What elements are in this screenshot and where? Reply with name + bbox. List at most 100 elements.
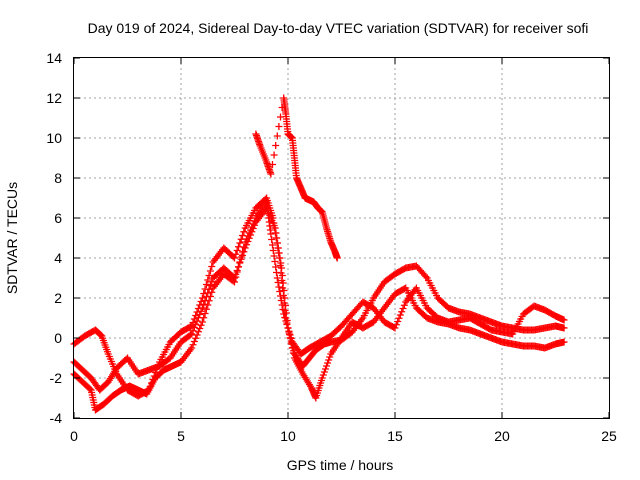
data-point	[235, 263, 243, 271]
data-point	[202, 305, 210, 313]
data-point	[278, 264, 286, 272]
data-point	[399, 305, 407, 312]
data-point	[271, 224, 279, 232]
data-point	[240, 243, 248, 251]
data-point	[281, 314, 289, 321]
data-point	[196, 311, 204, 318]
data-point	[325, 356, 333, 364]
data-point	[277, 259, 285, 267]
y-axis-ticks: -4 -2 0 2 4 6 8 10 12 14	[46, 50, 609, 426]
data-point	[273, 132, 281, 140]
y-tick-label: 8	[54, 170, 62, 186]
data-point	[320, 368, 328, 376]
data-point	[229, 277, 237, 285]
y-tick-label: 10	[46, 130, 62, 146]
data-point	[231, 254, 238, 262]
data-point	[275, 123, 283, 130]
data-point	[233, 268, 241, 276]
data-point	[236, 258, 244, 266]
data-point	[198, 304, 206, 312]
data-point	[268, 241, 276, 249]
data-point	[241, 238, 249, 246]
data-point	[279, 306, 287, 313]
data-point	[268, 236, 276, 243]
data-point	[208, 278, 216, 286]
y-tick-label: 12	[46, 90, 62, 106]
data-point	[198, 318, 206, 326]
data-point	[196, 325, 204, 332]
data-point	[560, 324, 568, 332]
data-point	[272, 269, 280, 276]
data-point	[286, 331, 294, 339]
y-tick-label: -2	[50, 370, 63, 386]
data-point	[280, 310, 288, 318]
x-axis-ticks: 0 5 10 15 20 25	[70, 58, 617, 444]
data-point	[249, 220, 257, 228]
data-point	[96, 331, 104, 338]
data-point	[251, 217, 259, 225]
data-point	[267, 170, 275, 178]
data-point	[193, 331, 201, 339]
data-point	[560, 338, 568, 346]
data-point	[275, 249, 283, 257]
data-point	[186, 323, 194, 331]
data-point	[193, 317, 201, 325]
data-point	[272, 263, 280, 271]
y-tick-label: 2	[54, 290, 62, 306]
data-point	[188, 344, 196, 352]
data-point	[189, 327, 197, 335]
data-point	[277, 292, 285, 300]
data-point	[206, 267, 214, 275]
data-point	[268, 161, 276, 168]
x-tick-label: 20	[494, 428, 510, 444]
data-point	[274, 244, 282, 252]
data-point	[97, 331, 105, 339]
x-tick-label: 10	[280, 428, 296, 444]
y-tick-label: 6	[54, 210, 62, 226]
data-point	[394, 318, 402, 325]
data-point	[236, 239, 244, 247]
data-point	[241, 244, 249, 252]
data-point	[276, 288, 284, 295]
data-point	[202, 281, 210, 288]
data-point	[243, 235, 251, 243]
data-point	[319, 371, 327, 379]
data-point	[284, 324, 292, 332]
data-point	[275, 283, 283, 291]
data-point	[318, 374, 326, 382]
data-point	[208, 288, 216, 296]
data-point	[267, 230, 275, 238]
data-point	[190, 338, 198, 345]
data-point	[204, 276, 212, 284]
data-point	[282, 317, 290, 325]
data-point	[194, 328, 202, 336]
y-tick-label: 0	[54, 330, 62, 346]
data-point	[391, 324, 399, 332]
data-point	[326, 353, 334, 361]
data-point	[272, 229, 280, 237]
data-point	[270, 252, 278, 260]
data-point	[204, 301, 212, 309]
data-point	[200, 300, 208, 308]
data-point	[333, 254, 341, 262]
data-point	[233, 247, 241, 254]
plot-frame	[73, 57, 610, 419]
data-point	[247, 226, 255, 234]
chart-title: Day 019 of 2024, Sidereal Day-to-day VTE…	[88, 20, 589, 36]
data-point	[245, 229, 253, 237]
y-tick-label: -4	[50, 410, 63, 426]
data-point	[270, 151, 278, 159]
data-point	[277, 297, 285, 304]
data-point	[396, 311, 404, 319]
data-point	[190, 324, 198, 331]
data-point	[231, 278, 238, 286]
data-point	[201, 310, 209, 317]
grid-lines	[74, 58, 609, 418]
data-point	[321, 365, 329, 373]
data-point	[287, 335, 295, 342]
x-tick-label: 25	[601, 428, 617, 444]
series-track-3	[70, 198, 568, 414]
y-tick-label: 4	[54, 250, 62, 266]
data-point	[274, 279, 282, 286]
